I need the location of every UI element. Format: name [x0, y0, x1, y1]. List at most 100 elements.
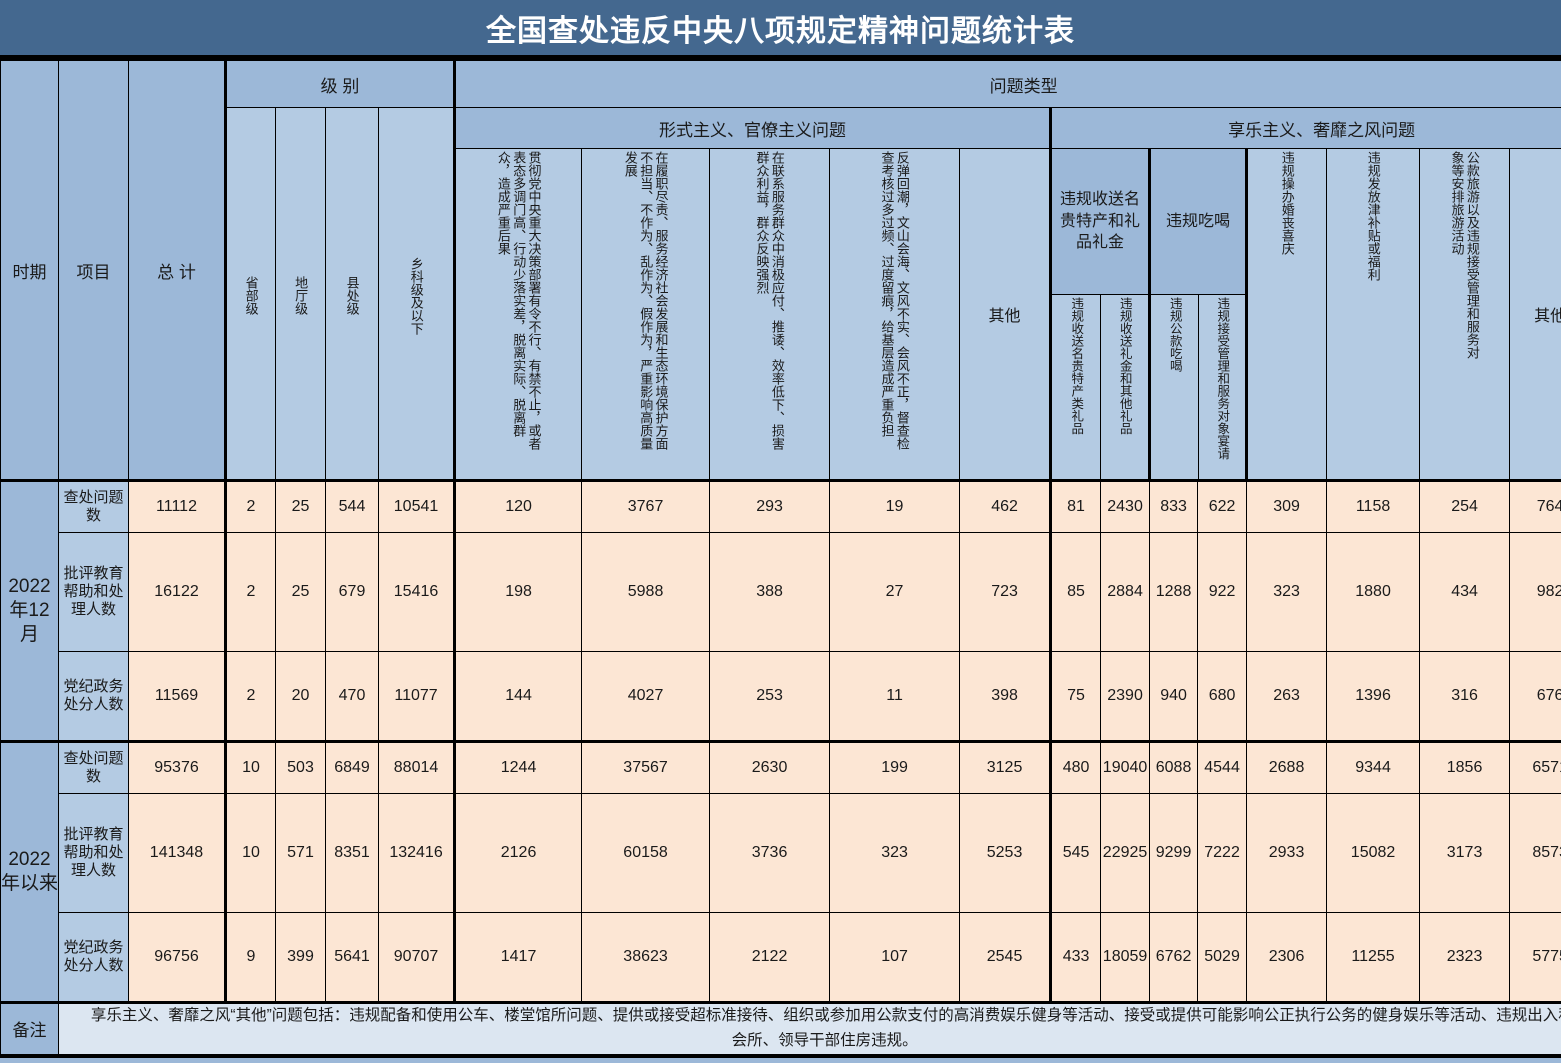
period-label-2: 2022年以来 [0, 740, 59, 1003]
cell-hedonism: 833 [1149, 479, 1199, 533]
cell-formalism: 199 [829, 740, 961, 794]
cell-formalism: 144 [453, 651, 583, 742]
cell-level: 25 [275, 532, 326, 652]
header-row-1: 时期 项目 总 计 级 别 问题类型 [0, 59, 1561, 481]
cell-hedonism: 433 [1049, 912, 1102, 1003]
cell-hedonism: 316 [1419, 651, 1511, 742]
cell-hedonism: 680 [1197, 651, 1248, 742]
header-group-gift-cell: 违规收送名贵特产和礼品礼金 违规收送名贵特产类礼品 违规收送礼金和其他礼品 [1049, 148, 1151, 481]
cell-hedonism: 622 [1197, 479, 1248, 533]
header-col-hedonism-6: 违规发放津补贴或福利 [1326, 148, 1421, 481]
cell-hedonism: 922 [1197, 532, 1248, 652]
cell-hedonism: 11255 [1326, 912, 1421, 1003]
cell-hedonism: 9344 [1326, 740, 1421, 794]
header-level-prefectural-label: 地厅级 [293, 276, 309, 315]
header-level-county-label: 县处级 [344, 276, 360, 315]
header-col-hedonism-2: 违规收送礼金和其他礼品 [1100, 294, 1149, 479]
table-row: 党纪政务处分人数 96756 9 399 5641 90707 1417 386… [1, 912, 1561, 1003]
cell-total: 11569 [128, 651, 226, 742]
header-col-formalism-4: 反弹回潮，文山会海、文风不实、会风不正，督查检查考核过多过频、过度留痕，给基层造… [829, 148, 961, 481]
header-group-gift-label: 违规收送名贵特产和礼品礼金 [1060, 191, 1141, 252]
cell-hedonism: 75 [1049, 651, 1102, 742]
cell-hedonism: 676 [1509, 651, 1561, 742]
cell-formalism: 4027 [581, 651, 711, 742]
header-col-formalism-2: 在履职尽责、服务经济社会发展和生态环境保护方面不担当、不作为、乱作为、假作为，严… [581, 148, 711, 481]
header-col-hedonism-3-label: 违规公款吃喝 [1167, 297, 1182, 372]
header-col-hedonism-4: 违规接受管理和服务对象宴请 [1198, 294, 1246, 479]
header-col-hedonism-1: 违规收送名贵特产类礼品 [1052, 294, 1101, 479]
cell-level: 571 [275, 793, 326, 913]
cell-hedonism: 2884 [1100, 532, 1151, 652]
cell-formalism: 2545 [959, 912, 1052, 1003]
statistics-table: 时期 项目 总 计 级 别 问题类型 省部级 地厅级 县处级 乡科级及以下 形式… [0, 58, 1561, 1055]
cell-hedonism: 5029 [1197, 912, 1248, 1003]
header-col-hedonism-other: 其他 [1509, 148, 1561, 481]
cell-level: 9 [224, 912, 276, 1003]
header-group-gift: 违规收送名贵特产和礼品礼金 [1052, 149, 1149, 295]
header-col-hedonism-7-label: 公款旅游以及违规接受管理和服务对象等安排旅游活动 [1449, 151, 1480, 359]
cell-hedonism: 545 [1049, 793, 1102, 913]
header-group-formalism: 形式主义、官僚主义问题 [453, 107, 1052, 149]
cell-formalism: 2126 [453, 793, 583, 913]
period-label-1: 2022年12月 [0, 479, 59, 742]
cell-hedonism: 2390 [1100, 651, 1151, 742]
cell-level: 132416 [377, 793, 456, 913]
cell-total: 11112 [128, 479, 226, 533]
header-row-2: 省部级 地厅级 县处级 乡科级及以下 形式主义、官僚主义问题 享乐主义、奢靡之风… [1, 107, 1561, 481]
item-label: 查处问题数 [58, 740, 129, 794]
header-total: 总 计 [128, 59, 226, 481]
cell-hedonism: 22925 [1100, 793, 1151, 913]
header-col-hedonism-4-label: 违规接受管理和服务对象宴请 [1215, 297, 1230, 460]
header-group-dining-cell: 违规吃喝 违规公款吃喝 违规接受管理和服务对象宴请 [1148, 148, 1248, 481]
cell-formalism: 3125 [959, 740, 1052, 794]
cell-level: 6849 [325, 740, 379, 794]
cell-level: 11077 [377, 651, 456, 742]
header-level-township-label: 乡科级及以下 [408, 256, 424, 335]
cell-level: 2 [224, 479, 276, 533]
cell-hedonism: 5775 [1509, 912, 1561, 1003]
cell-level: 470 [325, 651, 379, 742]
header-problem-type: 问题类型 [453, 59, 1561, 108]
cell-formalism: 107 [829, 912, 961, 1003]
cell-hedonism: 9299 [1149, 793, 1199, 913]
cell-formalism: 253 [709, 651, 831, 742]
header-col-formalism-3: 在联系服务群众中消极应付、推诿、效率低下、损害群众利益，群众反映强烈 [709, 148, 831, 481]
header-col-hedonism-1-label: 违规收送名贵特产类礼品 [1069, 297, 1084, 435]
cell-formalism: 38623 [581, 912, 711, 1003]
source-bar: 数据来源：中央纪委国家监委党风政风监督室 中央纪委国家监委网站 徐梦龙 制图 [0, 1054, 1561, 1063]
cell-hedonism: 1856 [1419, 740, 1511, 794]
cell-hedonism: 2430 [1100, 479, 1151, 533]
cell-level: 5641 [325, 912, 379, 1003]
header-item: 项目 [58, 59, 129, 481]
cell-level: 88014 [377, 740, 456, 794]
cell-hedonism: 8573 [1509, 793, 1561, 913]
cell-hedonism: 309 [1246, 479, 1328, 533]
header-col-hedonism-5: 违规操办婚丧喜庆 [1245, 148, 1328, 481]
cell-formalism: 323 [829, 793, 961, 913]
cell-formalism: 2122 [709, 912, 831, 1003]
item-label: 批评教育帮助和处理人数 [58, 532, 129, 652]
cell-hedonism: 323 [1246, 532, 1328, 652]
cell-formalism: 3736 [709, 793, 831, 913]
cell-hedonism: 18059 [1100, 912, 1151, 1003]
cell-level: 90707 [377, 912, 456, 1003]
remark-label: 备注 [0, 1001, 59, 1055]
cell-formalism: 723 [959, 532, 1052, 652]
cell-level: 15416 [377, 532, 456, 652]
cell-level: 10 [224, 740, 276, 794]
header-col-formalism-other: 其他 [959, 148, 1052, 481]
cell-total: 16122 [128, 532, 226, 652]
cell-formalism: 388 [709, 532, 831, 652]
cell-hedonism: 6088 [1149, 740, 1199, 794]
cell-level: 20 [275, 651, 326, 742]
header-col-hedonism-5-label: 违规操办婚丧喜庆 [1279, 151, 1295, 255]
item-label: 查处问题数 [58, 479, 129, 533]
cell-hedonism: 6762 [1149, 912, 1199, 1003]
cell-hedonism: 1158 [1326, 479, 1421, 533]
cell-formalism: 1244 [453, 740, 583, 794]
cell-formalism: 293 [709, 479, 831, 533]
table-row: 批评教育帮助和处理人数 16122 2 25 679 15416 198 598… [1, 532, 1561, 652]
header-col-hedonism-3: 违规公款吃喝 [1151, 294, 1199, 479]
cell-hedonism: 2323 [1419, 912, 1511, 1003]
